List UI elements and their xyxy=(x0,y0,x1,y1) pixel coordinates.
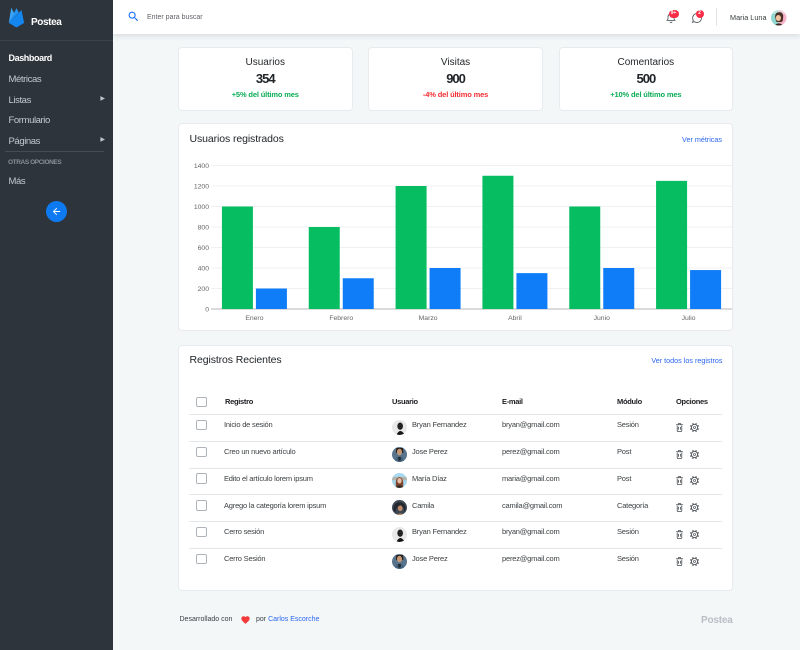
svg-text:0: 0 xyxy=(205,307,209,314)
svg-text:400: 400 xyxy=(198,266,210,273)
svg-text:1200: 1200 xyxy=(194,184,209,191)
svg-text:1400: 1400 xyxy=(194,163,209,170)
svg-text:Febrero: Febrero xyxy=(329,315,353,322)
svg-text:600: 600 xyxy=(198,245,210,252)
svg-text:1000: 1000 xyxy=(194,204,209,211)
svg-text:Enero: Enero xyxy=(245,315,263,322)
svg-text:200: 200 xyxy=(198,286,210,293)
svg-text:Abril: Abril xyxy=(508,315,522,322)
svg-text:Julio: Julio xyxy=(682,315,696,322)
svg-text:Junio: Junio xyxy=(594,315,610,322)
svg-text:Marzo: Marzo xyxy=(419,315,438,322)
svg-text:800: 800 xyxy=(198,225,210,232)
